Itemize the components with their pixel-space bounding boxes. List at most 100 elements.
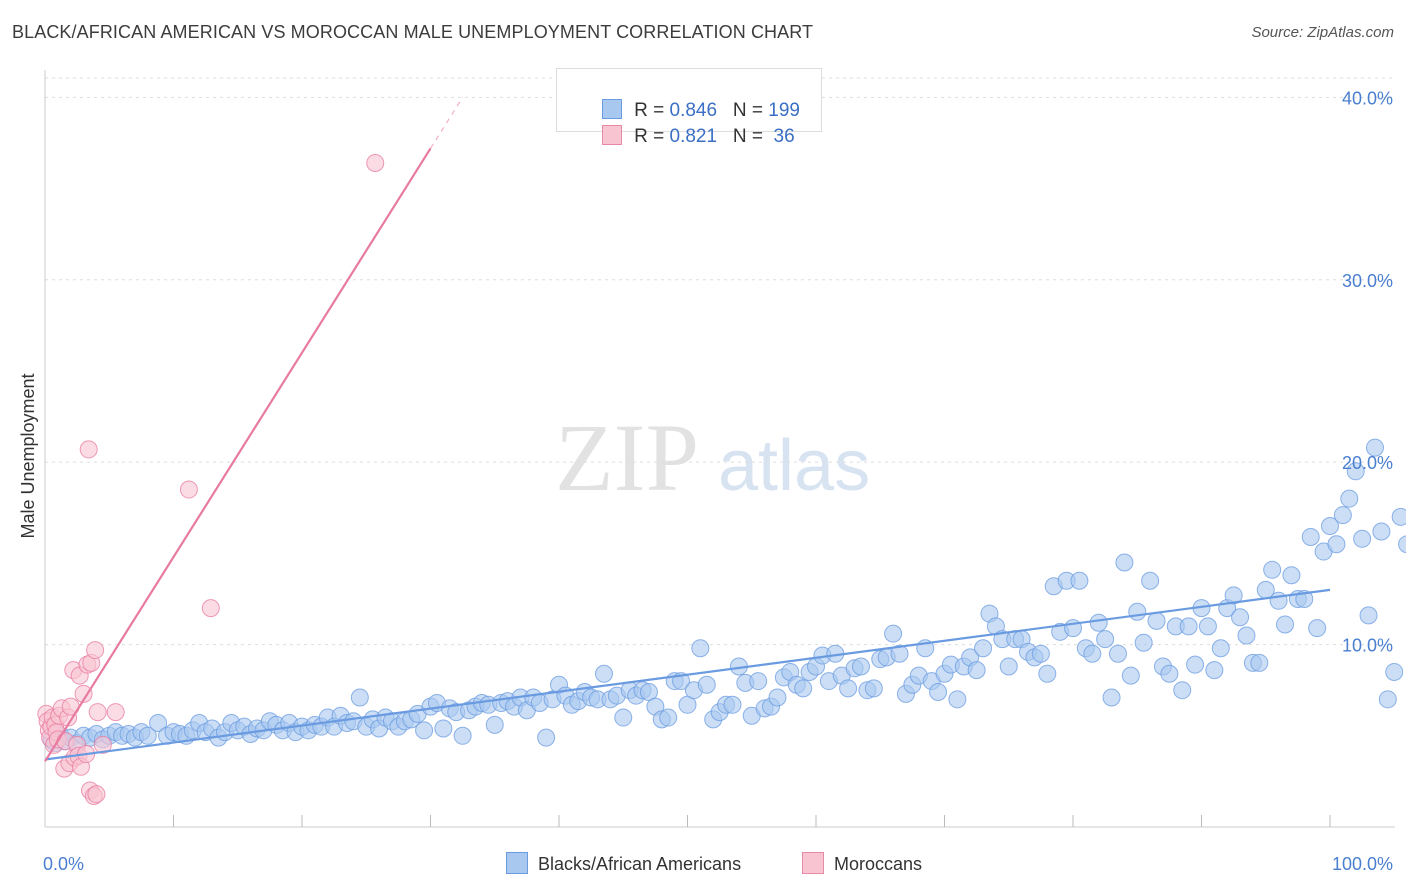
data-point [1128, 602, 1147, 621]
data-point [594, 664, 613, 683]
bottom-legend-label-moroccans: Moroccans [834, 854, 923, 874]
watermark-atlas: atlas [718, 426, 870, 506]
data-point [691, 639, 710, 658]
data-point [1205, 661, 1224, 680]
legend-n-label: N = [732, 126, 769, 147]
data-point [1141, 571, 1160, 590]
y-tick-label: 10.0% [1342, 636, 1393, 656]
data-point [1038, 664, 1057, 683]
data-point [1276, 615, 1295, 634]
gridlines [45, 77, 1395, 646]
data-point [1353, 529, 1372, 548]
watermark: ZIP atlas [555, 404, 870, 511]
data-point [88, 703, 107, 722]
data-point [1372, 522, 1391, 541]
data-point [415, 721, 434, 740]
data-point [179, 480, 198, 499]
data-point [659, 708, 678, 727]
data-point [1333, 506, 1352, 525]
legend-n-label: N = [732, 100, 769, 121]
trend-lines [44, 97, 1331, 762]
data-point [1308, 619, 1327, 638]
data-point [999, 657, 1018, 676]
data-point [1263, 560, 1282, 579]
axes [44, 70, 1395, 828]
legend-r-value: 0.821 [669, 126, 718, 147]
legend-row-blacks: R = 0.846 N = 199 [581, 77, 800, 121]
y-tick-label: 30.0% [1342, 271, 1393, 291]
data-point [1340, 489, 1359, 508]
data-point [1083, 644, 1102, 663]
data-point [974, 639, 993, 658]
y-tick-label: 40.0% [1342, 88, 1393, 108]
data-point [74, 684, 93, 703]
data-point [1365, 438, 1384, 457]
data-point [1359, 606, 1378, 625]
legend-n-value: 199 [768, 100, 800, 121]
legend-r-label: R = [634, 100, 670, 121]
data-point [138, 726, 157, 745]
series-moroccans-points [37, 154, 385, 805]
data-point [1198, 617, 1217, 636]
data-point [1385, 662, 1404, 681]
source-label: Source: ZipAtlas.com [1251, 24, 1394, 41]
trend-line-extension [429, 97, 464, 149]
data-point [1031, 644, 1050, 663]
data-point [1121, 666, 1140, 685]
data-point [1070, 571, 1089, 590]
data-point [723, 695, 742, 714]
bottom-legend-swatch-moroccans [802, 852, 824, 874]
legend-swatch-blacks [602, 99, 623, 119]
data-point [1147, 611, 1166, 630]
chart-title: BLACK/AFRICAN AMERICAN VS MOROCCAN MALE … [12, 22, 814, 42]
data-point [106, 703, 125, 722]
correlation-legend: R = 0.846 N = 199 R = 0.821 N = 36 [556, 68, 822, 147]
data-point [350, 688, 369, 707]
legend-r-label: R = [634, 126, 670, 147]
data-point [366, 154, 385, 173]
data-point [948, 690, 967, 709]
bottom-legend-moroccans: Moroccans [802, 852, 922, 875]
data-point [749, 672, 768, 691]
data-point [149, 714, 168, 733]
data-point [1346, 462, 1365, 481]
tick-labels: 10.0% 20.0% 30.0% 40.0% 0.0% 100.0% [43, 88, 1393, 874]
bottom-legend-label-blacks: Blacks/African Americans [538, 854, 742, 874]
data-point [794, 679, 813, 698]
data-point [1398, 535, 1406, 554]
data-point [201, 599, 220, 618]
data-point [1282, 566, 1301, 585]
data-point [1179, 617, 1198, 636]
data-point [1108, 644, 1127, 663]
legend-row-moroccans: R = 0.821 N = 36 [581, 103, 795, 147]
data-point [839, 679, 858, 698]
data-point [86, 641, 105, 660]
legend-n-value: 36 [768, 126, 795, 147]
data-point [851, 657, 870, 676]
data-point [768, 688, 787, 707]
data-point [1186, 655, 1205, 674]
y-tick-label: 20.0% [1342, 453, 1393, 473]
data-point [1301, 527, 1320, 546]
x-tick-label: 0.0% [43, 854, 84, 874]
data-point [697, 675, 716, 694]
bottom-legend-blacks: Blacks/African Americans [506, 852, 741, 875]
legend-swatch-moroccans [602, 125, 623, 145]
data-point [1391, 507, 1406, 526]
data-point [79, 440, 98, 459]
x-tick-label: 100.0% [1332, 854, 1393, 874]
trend-line [44, 588, 1331, 761]
data-point [1231, 608, 1250, 627]
trend-line [44, 147, 432, 762]
data-point [1115, 553, 1134, 572]
data-point [1134, 633, 1153, 652]
data-point [1321, 517, 1339, 536]
data-point [967, 661, 986, 680]
data-point [614, 708, 633, 727]
data-point [1096, 630, 1115, 649]
data-point [1102, 688, 1121, 707]
data-point [1160, 664, 1179, 683]
legend-r-value: 0.846 [669, 100, 718, 121]
watermark-zip: ZIP [555, 404, 699, 511]
data-point [1250, 653, 1269, 672]
